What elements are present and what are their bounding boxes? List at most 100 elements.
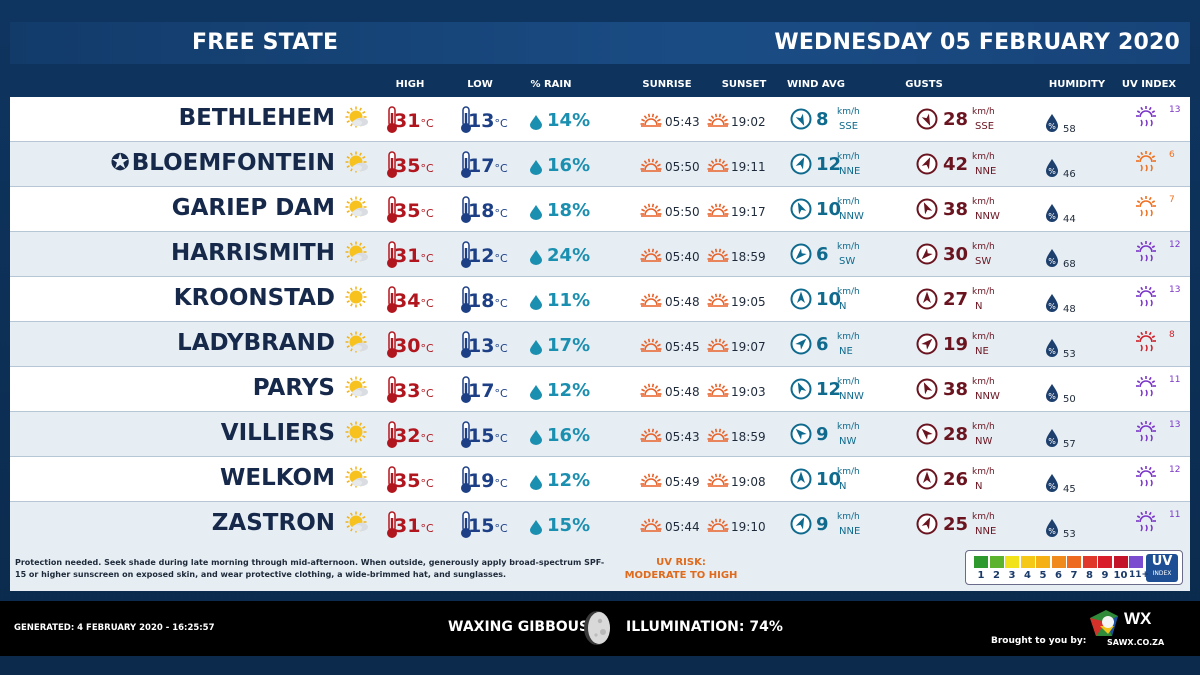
low-temp: 18°C (468, 200, 508, 222)
uv-index-value: 11 (1169, 375, 1181, 385)
partly-cloudy-icon (344, 376, 368, 402)
uv-scale-swatch (974, 556, 988, 568)
high-temp: 33°C (394, 380, 434, 402)
high-thermometer-icon (384, 511, 400, 543)
temp-unit: °C (494, 522, 508, 535)
partly-cloudy-icon (344, 331, 368, 357)
high-temp-value: 35 (394, 470, 421, 492)
wind-direction-icon (790, 198, 812, 224)
low-temp: 17°C (468, 155, 508, 177)
gust-unit: km/h (972, 422, 995, 432)
city-name: VILLIERS (221, 420, 335, 446)
sunrise-icon (640, 472, 662, 494)
rain-drop-icon (529, 159, 543, 179)
gust-direction-icon (916, 243, 938, 269)
uv-risk: UV RISK: MODERATE TO HIGH (588, 556, 774, 582)
rain-chance: 11% (547, 290, 590, 311)
sunset-icon (707, 292, 729, 314)
high-thermometer-icon (384, 106, 400, 138)
low-thermometer-icon (458, 196, 474, 228)
rain-chance: 24% (547, 245, 590, 266)
wind-speed: 8 (816, 109, 829, 130)
rain-chance: 12% (547, 380, 590, 401)
gust-direction: SW (975, 256, 992, 267)
sunrise-time: 05:43 (665, 430, 700, 444)
forecast-table: BETHLEHEM 31°C 13°C 14% 05:43 19:02 8 km/h SSE 28… (10, 97, 1190, 547)
col-head-sunrise: SUNRISE (642, 79, 692, 90)
low-thermometer-icon (458, 376, 474, 408)
gust-direction-icon (916, 108, 938, 134)
sunset-time: 19:03 (731, 385, 766, 399)
uv-scale-number: 9 (1101, 570, 1109, 581)
gust-direction-icon (916, 378, 938, 404)
gust-direction: SSE (975, 121, 995, 132)
wind-direction: N (839, 481, 847, 492)
humidity-icon: % (1044, 428, 1060, 452)
wind-unit: km/h (837, 242, 860, 252)
high-temp: 35°C (394, 155, 434, 177)
uv-index-badge: UV INDEX (1146, 554, 1178, 582)
low-thermometer-icon (458, 151, 474, 183)
col-head-low: LOW (467, 79, 493, 90)
wind-direction-icon (790, 153, 812, 179)
uv-index-value: 7 (1169, 195, 1175, 205)
wind-unit: km/h (837, 467, 860, 477)
high-temp-value: 30 (394, 335, 421, 357)
wind-direction: NNW (839, 391, 864, 402)
high-temp-value: 35 (394, 155, 421, 177)
city-label: ZASTRON (211, 510, 335, 536)
sunset-time: 19:11 (731, 160, 766, 174)
wind-unit: km/h (837, 422, 860, 432)
city-label: WELKOM (220, 465, 335, 491)
uv-scale-number: 6 (1055, 570, 1062, 581)
city-name: LADYBRAND (177, 330, 335, 356)
sunrise-time: 05:40 (665, 250, 700, 264)
rain-chance: 15% (547, 515, 590, 536)
uv-scale-swatch (1067, 556, 1081, 568)
uv-index-icon (1132, 419, 1160, 449)
humidity-icon: % (1044, 293, 1060, 317)
high-thermometer-icon (384, 466, 400, 498)
humidity-icon: % (1044, 383, 1060, 407)
svg-text:%: % (1048, 482, 1056, 491)
low-temp: 13°C (468, 110, 508, 132)
humidity-value: 50 (1063, 394, 1076, 405)
city-name: PARYS (253, 375, 335, 401)
wind-speed: 10 (816, 199, 842, 220)
high-thermometer-icon (384, 151, 400, 183)
gust-direction-icon (916, 288, 938, 314)
gust-direction-icon (916, 198, 938, 224)
gust-speed: 25 (943, 514, 969, 535)
col-head-high: HIGH (395, 79, 425, 90)
sunrise-icon (640, 157, 662, 179)
sunset-time: 19:02 (731, 115, 766, 129)
gust-direction: NNE (975, 526, 997, 537)
uv-index-icon (1132, 464, 1160, 494)
sunset-time: 19:17 (731, 205, 766, 219)
gust-direction: NNW (975, 391, 1000, 402)
sunrise-time: 05:48 (665, 295, 700, 309)
low-temp: 17°C (468, 380, 508, 402)
uv-scale-swatch (1051, 556, 1066, 568)
temp-unit: °C (494, 117, 508, 130)
wind-direction: N (839, 301, 847, 312)
table-row: ZASTRON 31°C 15°C 15% 05:44 19:10 9 km/h NNE 25 km… (10, 502, 1190, 547)
sunset-icon (707, 337, 729, 359)
humidity-value: 45 (1063, 484, 1076, 495)
moon-phase: WAXING GIBBOUS (448, 619, 590, 635)
col-head-sunset: SUNSET (721, 79, 767, 90)
wind-direction-icon (790, 243, 812, 269)
uv-scale-swatch (1082, 556, 1097, 568)
city-label: BLOEMFONTEIN (131, 150, 335, 176)
low-temp: 12°C (468, 245, 508, 267)
high-temp-value: 31 (394, 110, 421, 132)
logo-url: SAWX.CO.ZA (1107, 638, 1165, 647)
gust-unit: km/h (972, 332, 995, 342)
temp-unit: °C (420, 162, 434, 175)
rain-drop-icon (529, 384, 543, 404)
city-label: VILLIERS (220, 420, 335, 446)
high-thermometer-icon (384, 286, 400, 318)
high-thermometer-icon (384, 196, 400, 228)
low-temp: 13°C (468, 335, 508, 357)
table-row: BETHLEHEM 31°C 13°C 14% 05:43 19:02 8 km/h SSE 28… (10, 97, 1190, 142)
